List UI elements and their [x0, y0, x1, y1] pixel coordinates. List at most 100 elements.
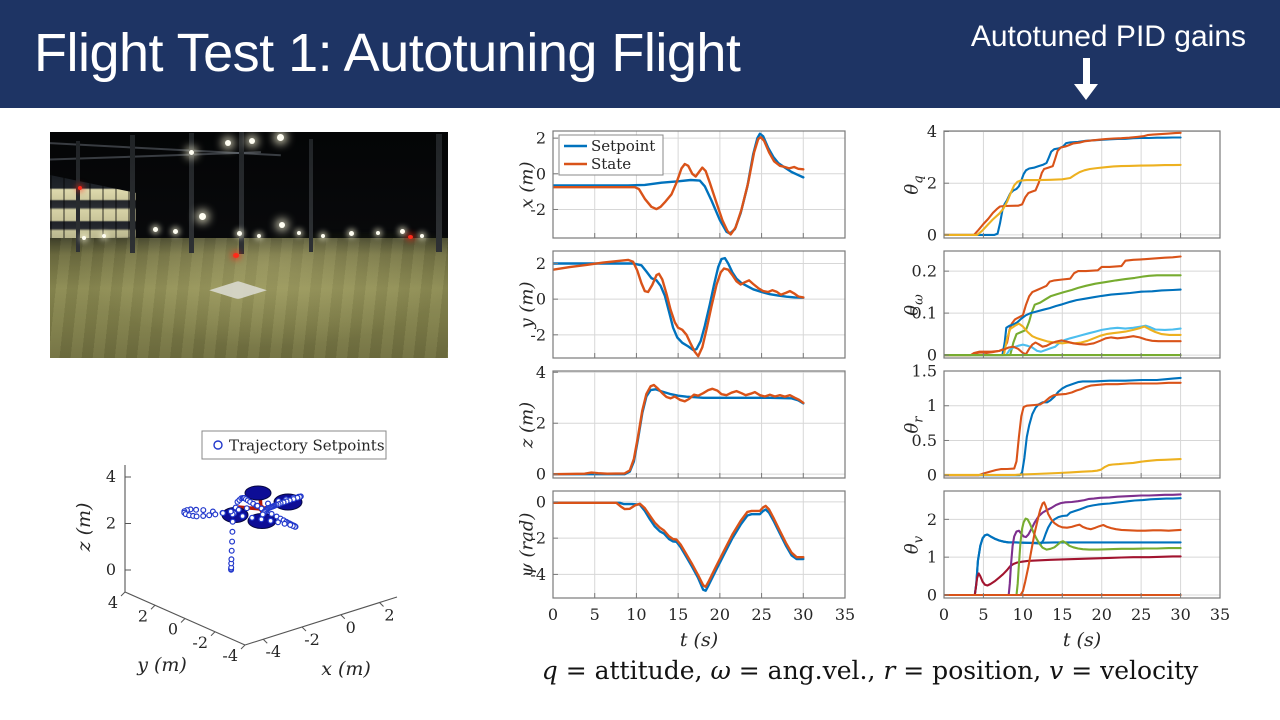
photo-light	[249, 137, 255, 144]
photo-streetlight	[173, 229, 179, 235]
svg-text:30: 30	[1170, 605, 1190, 624]
svg-text:5: 5	[978, 605, 988, 624]
ylabel-y-position: y (m)	[516, 280, 538, 329]
series-theta-omega-gain-6	[944, 335, 1182, 357]
photo-streetlight	[101, 233, 106, 238]
svg-text:2: 2	[536, 129, 546, 148]
series-theta-q-gain-2	[944, 131, 1182, 236]
svg-text:0: 0	[536, 290, 546, 309]
svg-text:0: 0	[927, 585, 937, 604]
series-theta-v-gain-6	[944, 501, 1182, 597]
series-theta-v-gain-4	[944, 493, 1182, 597]
ylabel-z-position: z (m)	[516, 401, 538, 448]
svg-text:z (m): z (m)	[73, 503, 95, 553]
svg-text:Setpoint: Setpoint	[591, 137, 655, 155]
svg-text:t (s): t (s)	[680, 629, 718, 651]
svg-text:4: 4	[927, 122, 937, 141]
svg-text:-4: -4	[222, 646, 238, 665]
photo-net-pole	[308, 138, 314, 252]
svg-text:2: 2	[927, 174, 937, 193]
svg-text:4: 4	[536, 363, 546, 382]
header-bar: Flight Test 1: Autotuning Flight Autotun…	[0, 0, 1280, 108]
photo-streetlight	[199, 213, 207, 221]
series-x-position-State	[553, 135, 805, 236]
svg-text:35: 35	[1210, 605, 1230, 624]
chart-x-position: -2 0 2 Setpoint State x (m)	[503, 125, 855, 244]
svg-text:0: 0	[536, 492, 546, 511]
photo-net-pole	[189, 133, 195, 253]
svg-text:0: 0	[346, 618, 356, 637]
series-theta-v-gain-3	[944, 555, 1182, 597]
ylabel-theta-q: θq	[901, 174, 927, 195]
svg-text:20: 20	[1092, 605, 1112, 624]
chart-z-position: 0 2 4 z (m)	[503, 363, 855, 484]
series-theta-r-gain-3	[944, 458, 1182, 476]
svg-text:0: 0	[939, 605, 949, 624]
svg-text:10: 10	[626, 605, 646, 624]
photo-streetlight	[81, 235, 86, 240]
svg-text:30: 30	[793, 605, 813, 624]
svg-text:-2: -2	[530, 529, 546, 548]
svg-text:2: 2	[927, 510, 937, 529]
photo-streetlight	[420, 233, 425, 238]
photo-landing-pad	[209, 281, 267, 300]
svg-text:-2: -2	[304, 630, 320, 649]
series-yaw-Setpoint	[553, 501, 805, 592]
series-theta-r-gain-1	[944, 376, 1182, 477]
series-theta-r-gain-2	[944, 381, 1182, 477]
svg-text:2: 2	[536, 414, 546, 433]
slide-title: Flight Test 1: Autotuning Flight	[34, 23, 741, 83]
series-z-position-State	[553, 383, 805, 476]
svg-text:1: 1	[927, 396, 937, 415]
svg-text:2: 2	[106, 514, 116, 533]
svg-text:y (m): y (m)	[136, 654, 187, 676]
svg-text:1.5: 1.5	[912, 362, 937, 381]
svg-text:0: 0	[927, 225, 937, 244]
svg-text:15: 15	[1052, 605, 1072, 624]
series-theta-v-gain-2	[944, 497, 1182, 597]
svg-text:35: 35	[835, 605, 855, 624]
svg-text:2: 2	[384, 606, 394, 625]
svg-text:0.5: 0.5	[912, 431, 937, 450]
svg-text:-2: -2	[530, 325, 546, 344]
photo-streetlight	[278, 222, 285, 229]
series-y-position-Setpoint	[553, 256, 805, 352]
photo-red-light	[408, 234, 414, 239]
svg-text:Trajectory Setpoints: Trajectory Setpoints	[229, 437, 385, 455]
svg-text:-4: -4	[530, 565, 546, 584]
photo-grass-field	[50, 238, 448, 358]
svg-text:4: 4	[106, 467, 116, 486]
svg-text:-4: -4	[265, 642, 281, 661]
ylabel-theta-r: θr	[901, 415, 927, 434]
trajectory-3d-plot: 4 2 0 z (m) 4 2 0 -2 -4 y (m) -4 -2 0 2 x (m) Trajector…	[62, 407, 418, 683]
photo-light	[276, 134, 284, 142]
series-theta-omega-gain-2	[944, 274, 1182, 357]
flight-test-photo	[50, 132, 448, 358]
svg-text:0: 0	[106, 560, 116, 579]
ylabel-yaw: ψ (rad)	[516, 512, 538, 577]
chart-yaw: -4 -2 0 0 5 10 15 20 25 30 35 t (s) ψ (rad)	[503, 485, 855, 652]
svg-text:0: 0	[536, 465, 546, 484]
svg-text:0: 0	[927, 346, 937, 365]
series-theta-omega-gain-5	[944, 322, 1182, 357]
svg-text:0: 0	[536, 164, 546, 183]
svg-text:State: State	[591, 155, 631, 173]
photo-net-pole	[239, 132, 245, 255]
svg-text:0: 0	[548, 605, 558, 624]
ylabel-theta-v: θv	[901, 535, 927, 554]
svg-text:x (m): x (m)	[321, 658, 371, 680]
chart-theta-r: 0 0.5 1 1.5 θr	[894, 362, 1230, 485]
chart-y-position: -2 0 2 y (m)	[503, 245, 855, 364]
photo-net-pole	[436, 134, 442, 252]
down-arrow-icon	[1074, 58, 1098, 102]
svg-text:-2: -2	[530, 200, 546, 219]
trajectory-setpoints-markers	[181, 493, 304, 573]
svg-text:15: 15	[668, 605, 688, 624]
svg-text:0.1: 0.1	[912, 304, 937, 323]
photo-red-light	[233, 252, 240, 258]
photo-streetlight	[256, 233, 261, 238]
photo-net-pole	[75, 141, 81, 252]
svg-text:0: 0	[927, 466, 937, 485]
chart-theta-omega: 0 0.1 0.2 θω	[894, 245, 1230, 365]
photo-streetlight	[320, 233, 325, 238]
